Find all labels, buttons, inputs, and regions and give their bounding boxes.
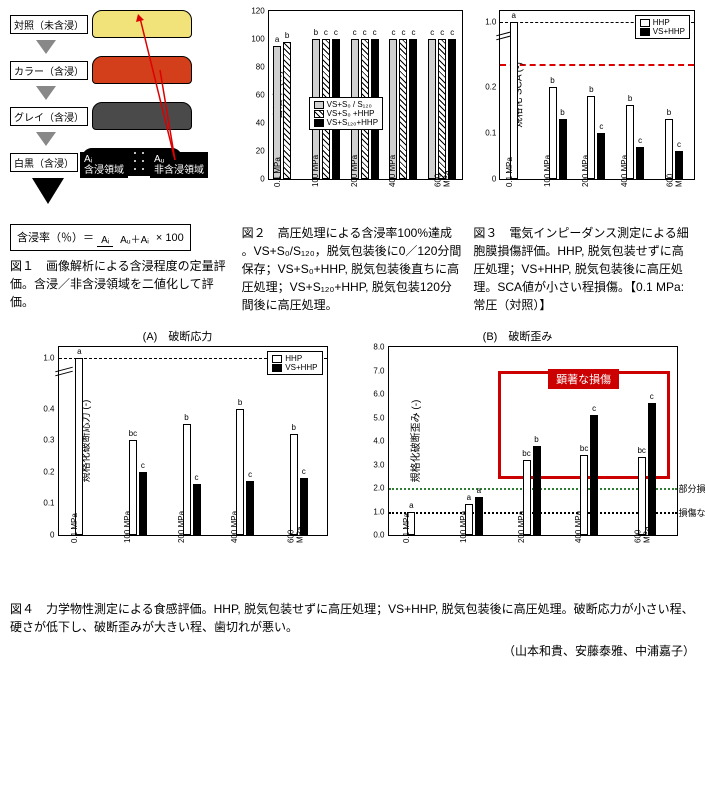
bar: c [597, 133, 605, 179]
fig4b-title: (B) 破断歪み [358, 328, 678, 344]
fig2-chart: 020406080100120含浸率 (%)ab0.1 MPabcc100 MP… [268, 10, 464, 180]
fig1-swatch [92, 56, 192, 84]
bar: c [590, 415, 598, 535]
fig3-chart: 1.000.10.2規格化 SCA (-)a0.1 MPabb100 MPabc… [499, 10, 695, 180]
fig4a-chart: 1.000.10.20.30.4規格化破断応力 (-)a0.1 MPabcc10… [58, 346, 328, 536]
figure-4a: (A) 破断応力 1.000.10.20.30.4規格化破断応力 (-)a0.1… [28, 328, 328, 586]
fig1-tag: グレイ（含浸） [10, 107, 88, 126]
fig4-row: (A) 破断応力 1.000.10.20.30.4規格化破断応力 (-)a0.1… [10, 328, 695, 586]
figure-3: 1.000.10.2規格化 SCA (-)a0.1 MPabb100 MPabc… [473, 10, 695, 314]
top-row: 対照（未含浸） カラー（含浸） グレイ（含浸） 白黒（含浸） Aᵢ 含浸領域 Aᵤ 非… [10, 10, 695, 314]
formula-box: 含浸率（％）＝ Aᵢ Aᵤ＋Aᵢ × 100 [10, 224, 191, 251]
bar: c [448, 39, 456, 179]
fig4b-chart: 0.01.02.03.04.05.06.07.08.0部分損傷損傷なし顕著な損傷… [388, 346, 678, 536]
fig1-swatch [92, 102, 192, 130]
bar: b [283, 42, 291, 179]
fig1-tag: カラー（含浸） [10, 61, 88, 80]
fig1-row: グレイ（含浸） [10, 102, 232, 130]
bar: c [399, 39, 407, 179]
fig1-row: 対照（未含浸） [10, 10, 232, 38]
au-label: Aᵤ 非含浸領域 [150, 152, 208, 178]
caption-fig4: 図４ 力学物性測定による食感評価。HHP, 脱気包装せずに高圧処理；VS+HHP… [10, 600, 695, 636]
bar: a [510, 22, 518, 179]
bar: c [139, 472, 147, 535]
figure-1: 対照（未含浸） カラー（含浸） グレイ（含浸） 白黒（含浸） Aᵢ 含浸領域 Aᵤ 非… [10, 10, 232, 314]
figure-4b: (B) 破断歪み 0.01.02.03.04.05.06.07.08.0部分損傷… [358, 328, 678, 586]
fig4a-title: (A) 破断応力 [28, 328, 328, 344]
caption-fig1: 図１ 画像解析による含浸程度の定量評価。含浸／非含浸領域を二値化して評価。 [10, 257, 232, 311]
fig1-tag: 対照（未含浸） [10, 15, 88, 34]
bar: c [193, 484, 201, 535]
bar: a [475, 497, 483, 535]
fig1-tag: 白黒（含浸） [10, 153, 78, 172]
ai-label: Aᵢ 含浸領域 [80, 152, 128, 178]
caption-fig3: 図３ 電気インピーダンス測定による細胞膜損傷評価。HHP, 脱気包装せずに高圧処… [473, 224, 695, 314]
fig1-swatch [92, 10, 192, 38]
bar: c [409, 39, 417, 179]
figure-2: 020406080100120含浸率 (%)ab0.1 MPabcc100 MP… [242, 10, 464, 314]
bar: b [533, 446, 541, 535]
authors: （山本和貴、安藤泰雅、中浦嘉子） [10, 642, 695, 659]
bar: c [246, 481, 254, 535]
bar: b [559, 119, 567, 179]
bar: c [438, 39, 446, 179]
bar: a [75, 358, 83, 535]
bar: c [428, 39, 436, 179]
fig1-row: カラー（含浸） [10, 56, 232, 84]
fig1-stack: 対照（未含浸） カラー（含浸） グレイ（含浸） 白黒（含浸） Aᵢ 含浸領域 Aᵤ 非… [10, 10, 232, 251]
bar: c [636, 147, 644, 179]
caption-fig2: 図２ 高圧処理による含浸率100%達成 。VS+S₀/S₁₂₀，脱気包装後に0／… [242, 224, 464, 314]
